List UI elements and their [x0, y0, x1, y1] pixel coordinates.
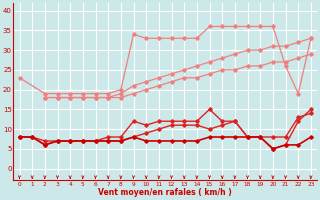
X-axis label: Vent moyen/en rafales ( km/h ): Vent moyen/en rafales ( km/h ) — [98, 188, 232, 197]
